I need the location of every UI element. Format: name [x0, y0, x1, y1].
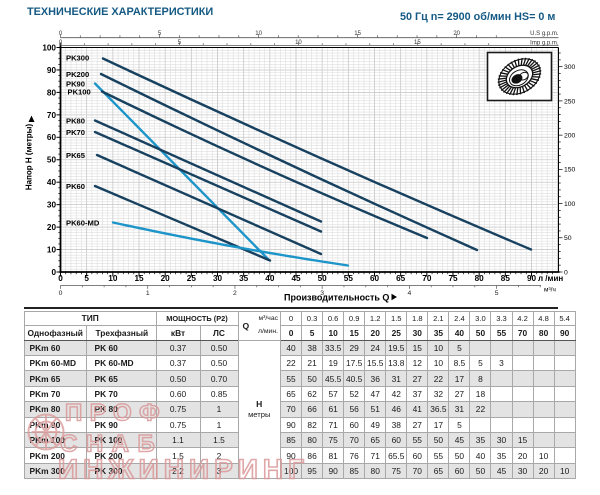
svg-text:50: 50	[318, 274, 328, 283]
svg-text:100: 100	[42, 43, 56, 52]
svg-text:85: 85	[501, 274, 511, 283]
svg-text:Напор H (метры): Напор H (метры)	[25, 124, 34, 191]
svg-text:10: 10	[295, 40, 302, 46]
svg-text:0: 0	[51, 268, 56, 277]
svg-text:50: 50	[47, 156, 57, 165]
svg-text:PK100: PK100	[68, 87, 91, 96]
svg-text:70: 70	[47, 111, 57, 120]
svg-text:U.S g.p.m.: U.S g.p.m.	[530, 31, 559, 37]
svg-text:Imp g.p.m.: Imp g.p.m.	[530, 41, 559, 47]
svg-text:50: 50	[564, 235, 572, 242]
svg-text:л /мин: л /мин	[538, 274, 563, 283]
svg-text:0: 0	[59, 31, 63, 37]
svg-text:100: 100	[564, 201, 576, 208]
svg-text:20: 20	[47, 223, 57, 232]
svg-text:15: 15	[414, 40, 421, 46]
svg-text:65: 65	[396, 274, 406, 283]
svg-text:5: 5	[178, 40, 182, 46]
svg-text:1: 1	[146, 290, 150, 297]
svg-text:90: 90	[47, 66, 57, 75]
svg-text:10: 10	[108, 274, 118, 283]
svg-text:90: 90	[527, 274, 537, 283]
svg-text:0: 0	[564, 269, 568, 276]
svg-text:PK200: PK200	[66, 70, 89, 79]
svg-text:0: 0	[59, 290, 63, 297]
svg-text:5: 5	[84, 274, 89, 283]
svg-text:35: 35	[239, 274, 249, 283]
svg-text:60: 60	[370, 274, 380, 283]
svg-text:3: 3	[320, 290, 324, 297]
svg-text:0: 0	[58, 274, 63, 283]
svg-text:45: 45	[291, 274, 301, 283]
svg-text:2: 2	[233, 290, 237, 297]
svg-text:PK70: PK70	[66, 128, 85, 137]
svg-text:PK65: PK65	[66, 151, 86, 160]
svg-text:20: 20	[453, 31, 460, 37]
svg-text:75: 75	[448, 274, 458, 283]
svg-text:10: 10	[47, 245, 57, 254]
svg-text:55: 55	[344, 274, 354, 283]
svg-text:40: 40	[47, 178, 57, 187]
svg-text:300: 300	[564, 64, 576, 71]
svg-text:0: 0	[59, 40, 63, 46]
svg-text:PK80: PK80	[66, 116, 85, 125]
svg-text:15: 15	[134, 274, 144, 283]
svg-text:Производительность Q: Производительность Q	[284, 293, 389, 303]
svg-text:30: 30	[47, 201, 57, 210]
svg-text:20: 20	[161, 274, 171, 283]
svg-text:80: 80	[47, 88, 57, 97]
svg-text:25: 25	[187, 274, 197, 283]
svg-text:PK60-MD: PK60-MD	[66, 218, 100, 227]
svg-text:10: 10	[255, 31, 262, 37]
svg-text:5: 5	[158, 31, 162, 37]
svg-text:15: 15	[354, 31, 361, 37]
svg-text:м³/ч: м³/ч	[544, 287, 556, 294]
svg-text:5: 5	[495, 290, 499, 297]
svg-text:PK300: PK300	[66, 53, 89, 62]
svg-text:PK90: PK90	[66, 79, 85, 88]
svg-text:70: 70	[422, 274, 432, 283]
svg-text:40: 40	[265, 274, 275, 283]
svg-text:80: 80	[475, 274, 485, 283]
svg-text:PK60: PK60	[66, 182, 85, 191]
svg-text:250: 250	[564, 98, 576, 105]
svg-text:200: 200	[564, 133, 576, 140]
svg-text:150: 150	[564, 167, 576, 174]
svg-text:60: 60	[47, 133, 57, 142]
svg-text:4: 4	[407, 290, 411, 297]
svg-text:30: 30	[213, 274, 223, 283]
